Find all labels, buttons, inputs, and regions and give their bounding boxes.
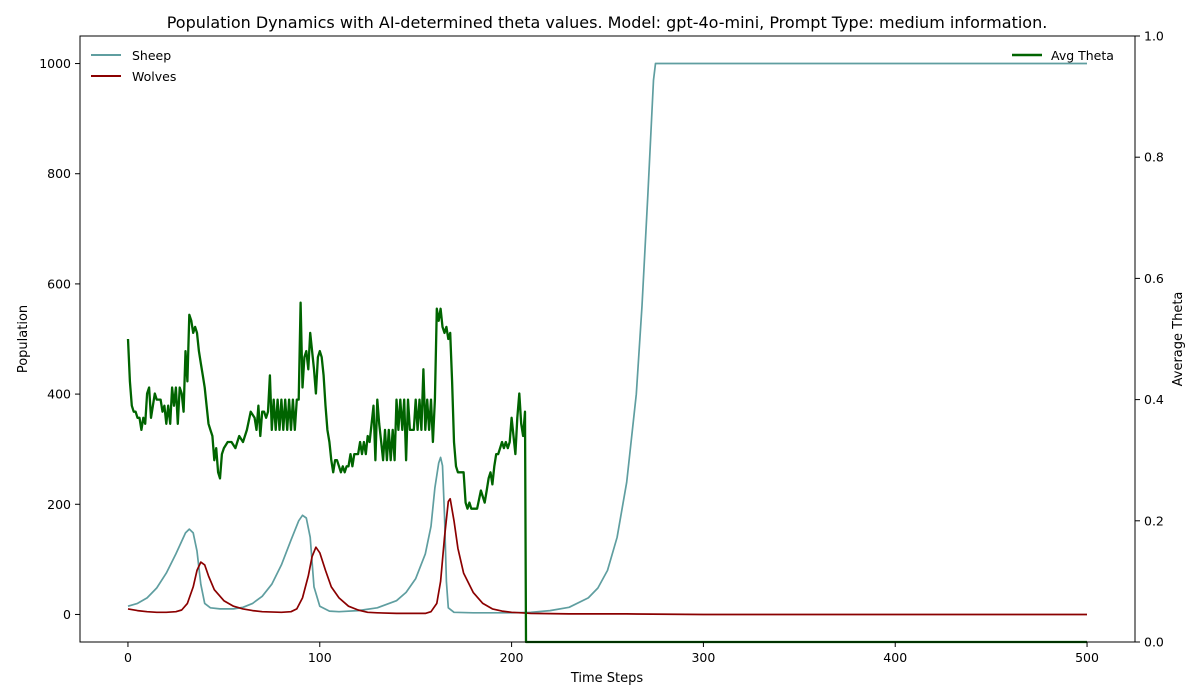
y-axis-ticks: 0 200 400 600 800 1000	[39, 56, 80, 622]
series-line-wolves	[127, 497, 1087, 616]
x-tick-label: 400	[883, 650, 907, 665]
y-tick-label: 0	[63, 607, 71, 622]
x-tick-label: 0	[124, 650, 132, 665]
y-tick-label: 400	[47, 387, 71, 402]
y2-axis-ticks: 0.0 0.2 0.4 0.6 0.8 1.0	[1135, 29, 1164, 650]
x-tick-label: 200	[500, 650, 524, 665]
x-axis-ticks: 0 100 200 300 400 500	[124, 642, 1099, 665]
legend-right: Avg Theta	[1012, 48, 1114, 63]
y2-tick-label: 0.6	[1144, 271, 1164, 286]
legend-label-wolves: Wolves	[132, 69, 176, 84]
x-axis-label: Time Steps	[570, 671, 644, 686]
series-line-sheep	[127, 62, 1087, 614]
y-axis-label: Population	[16, 305, 31, 373]
x-tick-label: 500	[1075, 650, 1099, 665]
legend-label-avg-theta: Avg Theta	[1051, 48, 1114, 63]
y2-tick-label: 0.2	[1144, 513, 1164, 528]
plot-frame	[79, 35, 1136, 643]
y-tick-label: 600	[47, 276, 71, 291]
series-line-avg-theta	[126, 301, 1087, 644]
y-tick-label: 200	[47, 497, 71, 512]
y2-tick-label: 0.0	[1144, 635, 1164, 650]
y2-tick-label: 0.8	[1144, 150, 1164, 165]
y-tick-label: 1000	[39, 56, 71, 71]
x-tick-label: 100	[308, 650, 332, 665]
y2-tick-label: 0.4	[1144, 392, 1164, 407]
legend-left: Sheep Wolves	[91, 48, 176, 84]
series-layer	[126, 62, 1087, 644]
y2-tick-label: 1.0	[1144, 29, 1164, 44]
y-tick-label: 800	[47, 166, 71, 181]
y2-axis-label: Average Theta	[1171, 292, 1186, 387]
chart-title: Population Dynamics with AI-determined t…	[167, 13, 1048, 32]
x-tick-label: 300	[691, 650, 715, 665]
legend-label-sheep: Sheep	[132, 48, 171, 63]
